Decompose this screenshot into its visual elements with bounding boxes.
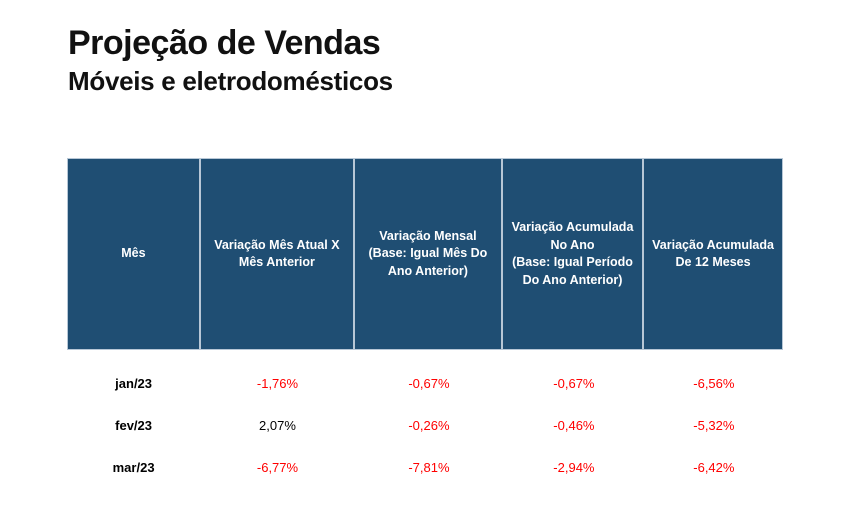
cell-value: -0,26% [408,417,450,433]
cell-value: -2,94% [553,459,595,475]
cell-value: -6,56% [693,375,735,391]
page-title: Projeção de Vendas [68,24,381,62]
cell-month: mar/23 [112,459,155,475]
cell-value: -6,77% [256,459,299,475]
cell-value: -6,42% [693,459,735,475]
page-subtitle: Móveis e eletrodomésticos [68,66,393,96]
sales-projection-table: Mês Variação Mês Atual X Mês Anterior Va… [67,158,783,488]
cell-value: -0,46% [553,417,595,433]
column-header-variacao-acumulada-12-meses: Variação Acumulada De 12 Meses [644,159,782,349]
table-body: jan/23 -1,76% -0,67% -0,67% -6,56% fev/2… [67,362,783,488]
table-row-mar23: mar/23 -6,77% -7,81% -2,94% -6,42% [67,446,783,488]
column-header-variacao-mensal: Variação Mensal (Base: Igual Mês Do Ano … [355,159,503,349]
cell-value: -7,81% [408,459,450,475]
column-header-mes: Mês [68,159,201,349]
column-header-variacao-mes-atual: Variação Mês Atual X Mês Anterior [200,159,356,349]
cell-month: jan/23 [115,375,153,391]
table-row-jan23: jan/23 -1,76% -0,67% -0,67% -6,56% [67,362,783,404]
table-row-fev23: fev/23 2,07% -0,26% -0,46% -5,32% [67,404,783,446]
cell-value: -5,32% [693,417,735,433]
cell-value: -1,76% [256,375,299,391]
column-header-variacao-acumulada-ano: Variação Acumulada No Ano (Base: Igual P… [502,159,645,349]
cell-month: fev/23 [115,417,153,433]
table-header-row: Mês Variação Mês Atual X Mês Anterior Va… [67,158,783,350]
cell-value: 2,07% [259,417,296,433]
cell-value: -0,67% [553,375,595,391]
cell-value: -0,67% [408,375,450,391]
